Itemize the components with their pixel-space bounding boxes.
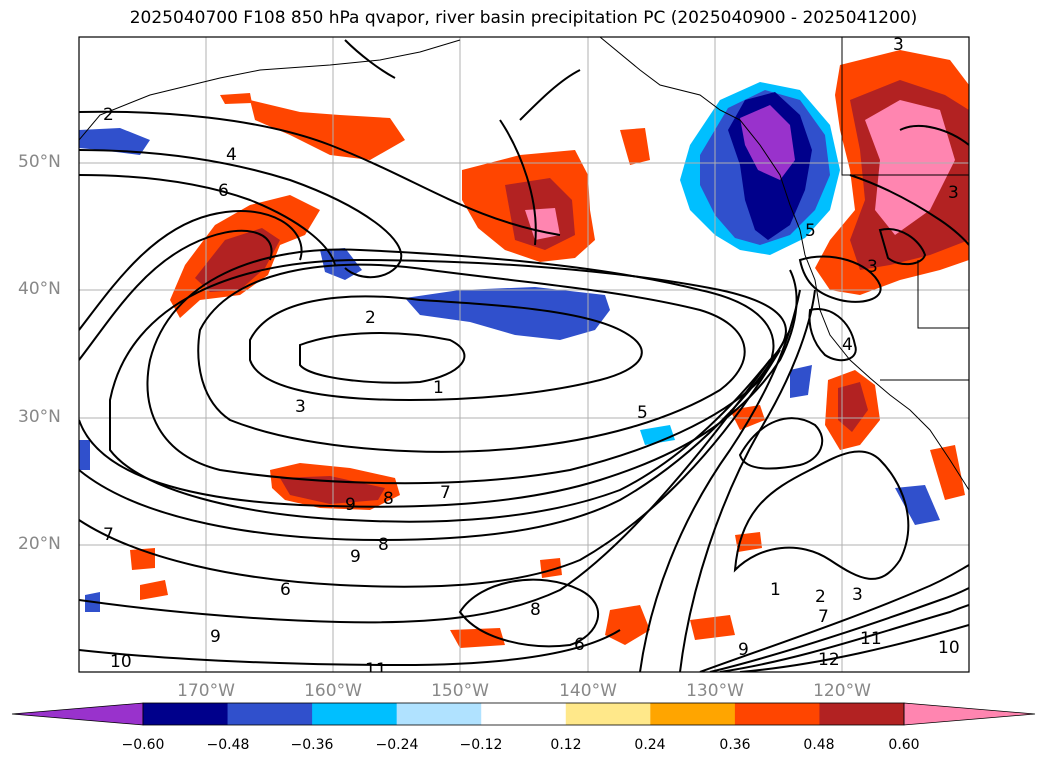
colorbar-frame <box>142 702 905 726</box>
colorbar-tick-label: −0.36 <box>290 737 334 753</box>
contour-label: 2 <box>815 587 826 607</box>
lat-label-40n: 40°N <box>18 279 61 299</box>
contour-label: 6 <box>574 635 585 655</box>
contour-label: 7 <box>440 483 451 503</box>
contour-label: 4 <box>226 145 237 165</box>
colorbar-segment <box>143 703 229 725</box>
colorbar-extend-max <box>903 702 1036 726</box>
contour-label: 6 <box>280 580 291 600</box>
colorbar-tick-label: 0.60 <box>888 737 920 753</box>
contour-label: 8 <box>530 600 541 620</box>
contour-label: 1 <box>770 580 781 600</box>
contour-label: 9 <box>345 495 356 515</box>
colorbar-segment <box>481 703 567 725</box>
lon-label-170w: 170°W <box>177 681 235 701</box>
colorbar-segment <box>227 703 313 725</box>
contour-label: 8 <box>378 535 389 555</box>
colorbar-tick-label: 0.24 <box>634 737 666 753</box>
contour-label: 8 <box>383 489 394 509</box>
contour-label: 2 <box>365 308 376 328</box>
lon-label-120w: 120°W <box>813 681 871 701</box>
contour-label: 11 <box>860 629 882 649</box>
colorbar-tick-label: −0.24 <box>375 737 419 753</box>
contour-label: 3 <box>852 585 863 605</box>
contour-label: 7 <box>818 607 829 627</box>
colorbar-tick-label: −0.60 <box>121 737 165 753</box>
colorbar-segment <box>650 703 736 725</box>
contour-label: 9 <box>738 640 749 660</box>
contour-label: 6 <box>218 181 229 201</box>
contour-label: 3 <box>867 257 878 277</box>
map-title: 2025040700 F108 850 hPa qvapor, river ba… <box>129 8 918 28</box>
contour-label: 5 <box>805 221 816 241</box>
contour-label: 5 <box>637 403 648 423</box>
colorbar-segment <box>396 703 482 725</box>
colorbar-segment <box>565 703 651 725</box>
colorbar-tick-label: 0.12 <box>550 737 582 753</box>
contour-label: 4 <box>842 335 853 355</box>
contour-label: 3 <box>948 183 959 203</box>
contour-label: 3 <box>295 397 306 417</box>
colorbar-segment <box>734 703 820 725</box>
lat-label-20n: 20°N <box>18 534 61 554</box>
colorbar-extend-min <box>11 702 144 726</box>
contour-label: 1 <box>433 378 444 398</box>
coastlines <box>79 37 969 491</box>
colorbar-tick-label: −0.12 <box>459 737 503 753</box>
lon-label-150w: 150°W <box>431 681 489 701</box>
contour-label: 2 <box>103 105 114 125</box>
colorbar <box>11 702 1036 726</box>
colorbar-segment <box>312 703 398 725</box>
colorbar-tick-label: −0.48 <box>206 737 250 753</box>
colorbar-tick-label: 0.36 <box>719 737 751 753</box>
contour-label: 12 <box>818 650 840 670</box>
map-frame <box>78 36 970 673</box>
lon-label-130w: 130°W <box>686 681 744 701</box>
contour-label: 11 <box>365 660 387 680</box>
lat-label-50n: 50°N <box>18 152 61 172</box>
contour-label-group: 2 4 6 2 1 3 5 7 8 9 8 9 7 6 8 6 9 10 11 … <box>103 35 960 680</box>
contour-label: 9 <box>210 627 221 647</box>
lat-label-30n: 30°N <box>18 407 61 427</box>
contour-label: 10 <box>110 652 132 672</box>
map-content: 2 4 6 2 1 3 5 7 8 9 8 9 7 6 8 6 9 10 11 … <box>79 35 969 680</box>
lon-label-160w: 160°W <box>304 681 362 701</box>
lon-label-140w: 140°W <box>559 681 617 701</box>
contour-lines <box>79 39 969 672</box>
colorbar-tick-label: 0.48 <box>803 737 835 753</box>
contour-label: 10 <box>938 638 960 658</box>
shading-layer <box>79 50 969 648</box>
contour-label: 7 <box>103 525 114 545</box>
colorbar-segment <box>819 703 905 725</box>
contour-label: 9 <box>350 547 361 567</box>
contour-label: 3 <box>893 35 904 55</box>
